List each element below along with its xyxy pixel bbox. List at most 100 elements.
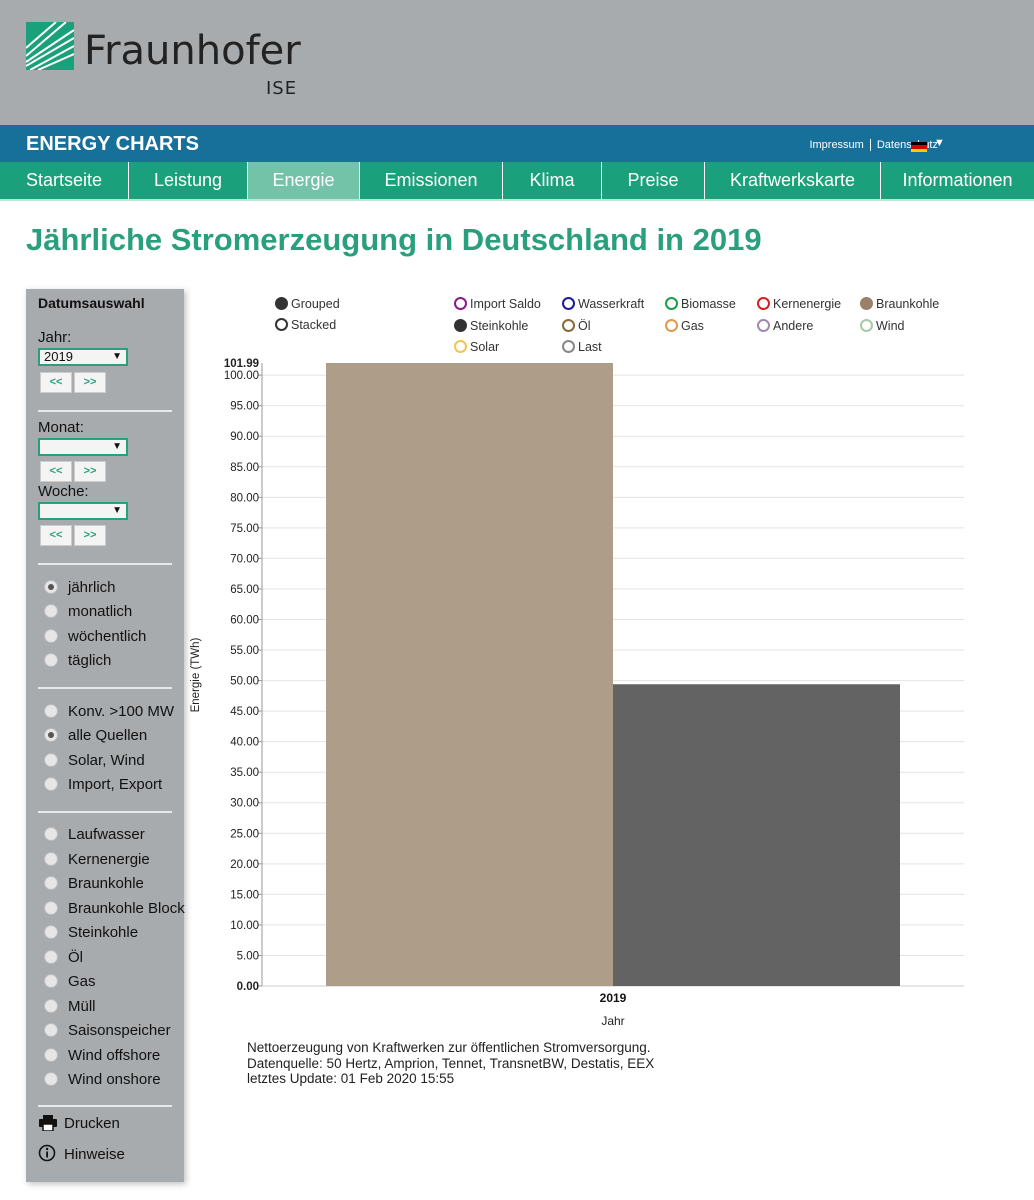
monat-prev-button[interactable]: << bbox=[40, 461, 72, 482]
nav-item-preise[interactable]: Preise bbox=[602, 162, 705, 199]
sidebar-divider bbox=[38, 563, 172, 565]
radio-icon[interactable] bbox=[44, 1023, 58, 1037]
legend-item[interactable]: Biomasse bbox=[665, 297, 736, 311]
nav-underline bbox=[0, 199, 1034, 201]
legend-item[interactable]: Öl bbox=[562, 318, 591, 333]
nav-item-kraftwerkskarte[interactable]: Kraftwerkskarte bbox=[705, 162, 881, 199]
legend-label: Wasserkraft bbox=[578, 297, 645, 311]
legend-item[interactable]: Andere bbox=[757, 318, 814, 333]
german-flag-icon[interactable] bbox=[911, 142, 927, 152]
nav-item-informationen[interactable]: Informationen bbox=[902, 170, 1013, 190]
brand-title[interactable]: ENERGY CHARTS bbox=[26, 133, 199, 155]
monat-next-button[interactable]: >> bbox=[74, 461, 106, 482]
nav-item-klima[interactable]: Klima bbox=[503, 162, 602, 199]
y-axis-label: Energie (TWh) bbox=[190, 637, 202, 712]
y-tick-label: 40.00 bbox=[230, 737, 259, 749]
radio-icon[interactable] bbox=[44, 728, 58, 743]
y-tick-label: 75.00 bbox=[230, 523, 259, 535]
brand-bar: ENERGY CHARTS Impressum Datenschutz ▼ bbox=[0, 125, 1034, 162]
y-tick-label: 5.00 bbox=[237, 950, 259, 962]
radio-icon[interactable] bbox=[44, 604, 58, 619]
radio-icon[interactable] bbox=[44, 925, 58, 939]
legend-marker-icon bbox=[757, 318, 770, 332]
radio-icon[interactable] bbox=[44, 652, 58, 667]
woche-select[interactable]: ▼ bbox=[38, 502, 128, 520]
legend-item[interactable]: Braunkohle bbox=[860, 297, 939, 311]
notes-update: letztes Update: 01 Feb 2020 15:55 bbox=[247, 1071, 455, 1086]
legend-item[interactable]: Import Saldo bbox=[454, 297, 541, 311]
hints-label: Hinweise bbox=[64, 1146, 125, 1163]
radio-icon[interactable] bbox=[44, 998, 58, 1013]
site-header: Fraunhofer ISE bbox=[0, 0, 1034, 125]
type-label: Braunkohle Block bbox=[68, 899, 185, 917]
radio-icon[interactable] bbox=[44, 1072, 58, 1086]
legend-item[interactable]: Steinkohle bbox=[454, 318, 528, 333]
hints-button[interactable]: Hinweise bbox=[38, 1144, 125, 1163]
legend-label: Andere bbox=[773, 318, 814, 333]
x-tick-label: 2019 bbox=[600, 991, 627, 1005]
legend-item[interactable]: Wind bbox=[860, 318, 904, 333]
type-label: Laufwasser bbox=[68, 826, 145, 843]
source-label: Konv. >100 MW bbox=[68, 703, 175, 720]
y-tick-label: 90.00 bbox=[230, 431, 259, 443]
impressum-link[interactable]: Impressum bbox=[803, 139, 871, 151]
radio-icon[interactable] bbox=[44, 580, 58, 594]
chart-notes: Nettoerzeugung von Kraftwerken zur öffen… bbox=[247, 1040, 654, 1087]
radio-icon[interactable] bbox=[44, 776, 58, 791]
interval-label: jährlich bbox=[68, 579, 116, 596]
type-label: Braunkohle bbox=[68, 875, 144, 892]
jahr-prev-button[interactable]: << bbox=[40, 372, 72, 393]
print-label: Drucken bbox=[64, 1115, 120, 1132]
print-button[interactable]: Drucken bbox=[38, 1115, 120, 1132]
legend-marker-icon bbox=[665, 297, 678, 310]
radio-icon[interactable] bbox=[44, 752, 58, 767]
legend-label: Kernenergie bbox=[773, 297, 842, 311]
nav-item-leistung[interactable]: Leistung bbox=[129, 162, 248, 199]
monat-select[interactable]: ▼ bbox=[38, 438, 128, 456]
source-label: Solar, Wind bbox=[68, 751, 145, 769]
mode-option-grouped[interactable]: Grouped bbox=[275, 297, 340, 311]
page-title: Jährliche Stromerzeugung in Deutschland … bbox=[26, 222, 762, 257]
nav-item-emissionen[interactable]: Emissionen bbox=[360, 162, 503, 199]
legend-item[interactable]: Solar bbox=[454, 340, 499, 354]
radio-icon[interactable] bbox=[44, 1047, 58, 1062]
legend-marker-icon bbox=[562, 340, 575, 353]
legend-item[interactable]: Last bbox=[562, 340, 602, 354]
jahr-select[interactable]: 2019 ▼ bbox=[38, 348, 128, 366]
radio-icon[interactable] bbox=[44, 974, 58, 988]
radio-icon[interactable] bbox=[44, 851, 58, 866]
legend-label: Gas bbox=[681, 318, 704, 333]
chevron-down-icon: ▼ bbox=[112, 505, 122, 516]
jahr-next-button[interactable]: >> bbox=[74, 372, 106, 393]
nav-item-energie[interactable]: Energie bbox=[248, 162, 360, 199]
radio-icon[interactable] bbox=[44, 876, 58, 890]
radio-icon[interactable] bbox=[44, 704, 58, 718]
woche-prev-button[interactable]: << bbox=[40, 525, 72, 546]
radio-icon[interactable] bbox=[44, 949, 58, 964]
fraunhofer-logo-icon[interactable] bbox=[26, 22, 74, 70]
interval-label: wöchentlich bbox=[68, 627, 147, 645]
legend-item[interactable]: Gas bbox=[665, 318, 704, 333]
radio-icon[interactable] bbox=[44, 827, 58, 841]
radio-icon[interactable] bbox=[44, 900, 58, 915]
y-tick-label: 15.00 bbox=[230, 889, 259, 901]
woche-next-button[interactable]: >> bbox=[74, 525, 106, 546]
mode-option-stacked[interactable]: Stacked bbox=[275, 318, 336, 332]
radio-icon[interactable] bbox=[44, 628, 58, 643]
language-dropdown-icon[interactable]: ▼ bbox=[934, 137, 945, 149]
logo-name[interactable]: Fraunhofer bbox=[84, 28, 301, 74]
legend-marker-icon bbox=[562, 297, 575, 310]
bar-steinkohle bbox=[613, 684, 900, 986]
legend-item[interactable]: Wasserkraft bbox=[562, 297, 644, 311]
y-tick-label: 100.00 bbox=[224, 370, 259, 382]
y-tick-label: 20.00 bbox=[230, 859, 259, 871]
sidebar-divider bbox=[38, 1105, 172, 1107]
type-label: Saisonspeicher bbox=[68, 1022, 171, 1039]
y-tick-label: 60.00 bbox=[230, 614, 259, 626]
interval-label: täglich bbox=[68, 651, 112, 669]
nav-item-startseite[interactable]: Startseite bbox=[0, 162, 129, 199]
notes-description: Nettoerzeugung von Kraftwerken zur öffen… bbox=[247, 1040, 651, 1055]
y-tick-label: 85.00 bbox=[230, 462, 259, 474]
type-label: Wind offshore bbox=[68, 1046, 161, 1064]
legend-item[interactable]: Kernenergie bbox=[757, 297, 841, 311]
